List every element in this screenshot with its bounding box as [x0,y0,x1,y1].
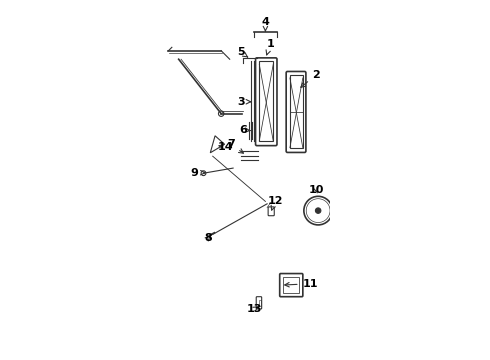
Text: 2: 2 [301,69,320,87]
Text: 1: 1 [266,39,274,55]
Text: 9: 9 [191,167,205,177]
Circle shape [316,208,321,213]
Text: 14: 14 [218,142,233,152]
Text: 3: 3 [237,97,251,107]
Text: 5: 5 [237,48,248,58]
Text: 11: 11 [285,279,318,289]
Text: 7: 7 [227,139,244,153]
Text: 4: 4 [262,18,270,31]
Text: 10: 10 [309,185,324,195]
Text: 12: 12 [267,197,283,210]
Text: 13: 13 [247,304,262,314]
Text: 8: 8 [204,233,212,243]
Text: 6: 6 [239,125,250,135]
